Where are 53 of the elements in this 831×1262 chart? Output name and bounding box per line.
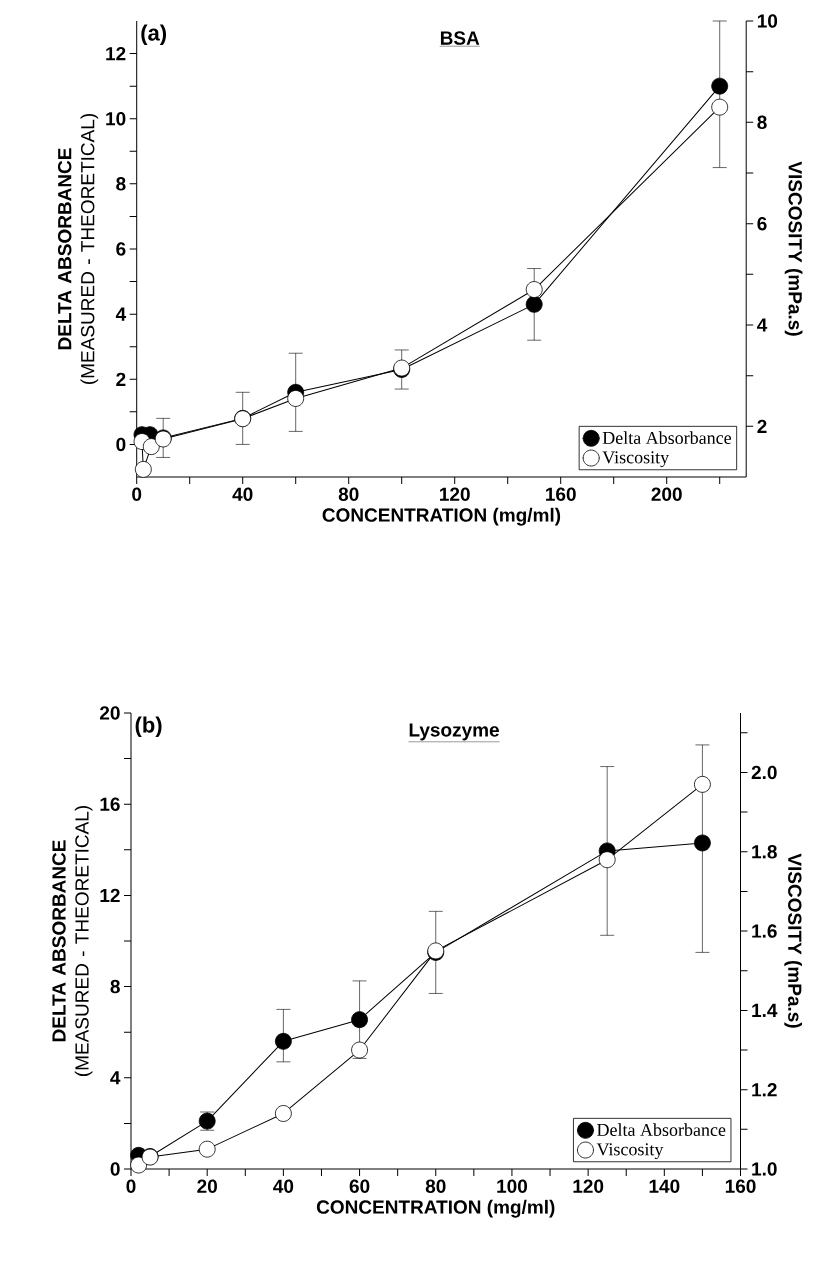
x-tick-label: 160 bbox=[546, 487, 576, 501]
legend-label: Delta Absorbance bbox=[597, 1123, 726, 1137]
chart-title: BSA bbox=[440, 31, 480, 45]
x-tick-label: 20 bbox=[197, 1179, 217, 1193]
y-tick-label: 4 bbox=[110, 1071, 121, 1085]
legend-label: Viscosity bbox=[596, 1143, 664, 1160]
y-tick-label: 8 bbox=[110, 979, 120, 994]
y-tick-label: 20 bbox=[99, 706, 120, 720]
y-tick-label: 0 bbox=[110, 1162, 120, 1176]
y-tick-label: 8 bbox=[116, 177, 126, 191]
y2-tick-label: 10 bbox=[757, 14, 778, 28]
x-tick-label: 100 bbox=[497, 1179, 527, 1193]
chart-title: Lysozyme bbox=[409, 723, 499, 741]
x-tick-label: 40 bbox=[273, 1179, 294, 1193]
y2-tick-label: 6 bbox=[757, 216, 767, 231]
x-axis-title: CONCENTRATION (mg/ml) bbox=[322, 507, 561, 526]
y2-tick-label: 1.6 bbox=[752, 924, 777, 938]
y-tick-label: 6 bbox=[116, 242, 126, 256]
y2-axis-title: VISCOSITY (mPa.s) bbox=[784, 853, 803, 1028]
y-tick-label: 12 bbox=[100, 888, 120, 903]
x-tick-label: 120 bbox=[573, 1179, 604, 1193]
y-tick-label: 12 bbox=[106, 46, 126, 61]
y2-tick-label: 1.4 bbox=[752, 1003, 778, 1017]
x-tick-label: 60 bbox=[349, 1179, 370, 1193]
x-tick-label: 80 bbox=[338, 487, 359, 501]
x-axis-title: CONCENTRATION (mg/ml) bbox=[316, 1199, 555, 1218]
y2-tick-label: 4 bbox=[757, 318, 768, 332]
y-tick-label: 4 bbox=[115, 307, 127, 321]
y2-tick-label: 2.0 bbox=[751, 765, 777, 780]
x-tick-label: 160 bbox=[725, 1179, 756, 1193]
y-tick-label: 16 bbox=[100, 797, 120, 811]
annotation: (a) bbox=[141, 24, 167, 46]
y-tick-label: 2 bbox=[116, 372, 126, 386]
y-axis-title: DELTA ABSORBANCE (MEASURED - THEORETICAL) bbox=[57, 114, 99, 384]
y2-tick-label: 1.8 bbox=[752, 845, 777, 859]
y-tick-label: 10 bbox=[106, 111, 126, 126]
y2-tick-label: 8 bbox=[757, 115, 767, 130]
x-tick-label: 200 bbox=[651, 487, 682, 501]
y2-tick-label: 1.2 bbox=[752, 1083, 777, 1097]
y-tick-label: 0 bbox=[116, 437, 126, 452]
y2-tick-label: 1.0 bbox=[752, 1162, 777, 1176]
x-tick-label: 0 bbox=[126, 1179, 136, 1193]
legend-label: Delta Absorbance bbox=[602, 431, 732, 445]
annotation: (b) bbox=[135, 716, 162, 738]
y2-tick-label: 2 bbox=[757, 419, 767, 433]
legend-label: Viscosity bbox=[602, 451, 670, 468]
x-tick-label: 80 bbox=[425, 1179, 446, 1193]
y2-axis-title: VISCOSITY (mPa.s) bbox=[784, 161, 803, 336]
y-axis-title: DELTA ABSORBANCE (MEASURED - THEORETICAL) bbox=[52, 806, 93, 1076]
x-tick-label: 0 bbox=[132, 487, 142, 501]
x-tick-label: 120 bbox=[440, 487, 470, 501]
x-tick-label: 140 bbox=[649, 1179, 680, 1193]
x-tick-label: 40 bbox=[232, 487, 253, 501]
